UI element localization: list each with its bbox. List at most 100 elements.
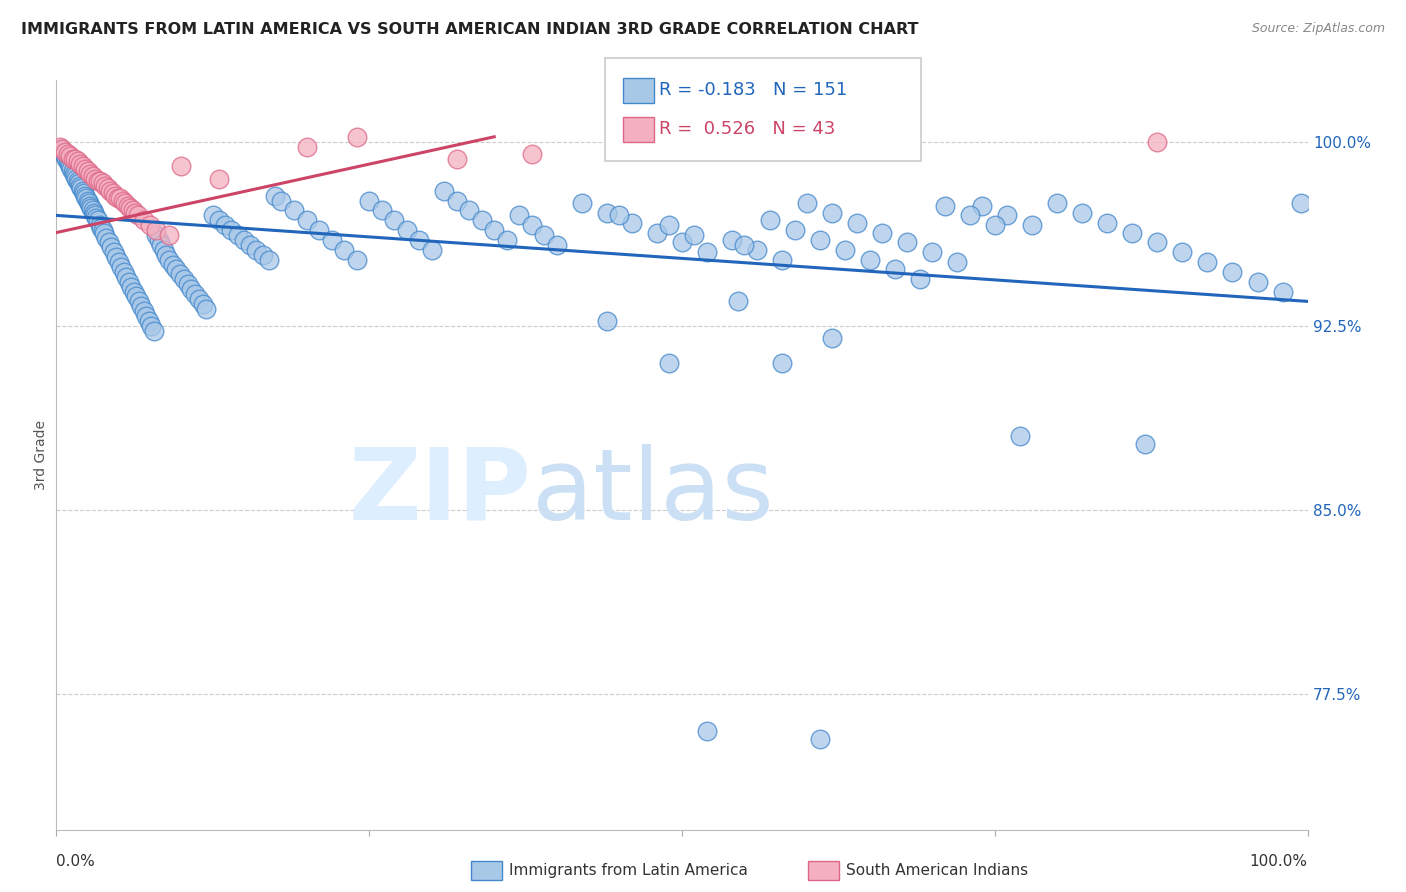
Point — [484, 223, 506, 237]
Point — [471, 213, 494, 227]
Point — [55, 152, 77, 166]
Point — [49, 139, 72, 153]
Point — [59, 159, 82, 173]
Point — [896, 235, 918, 250]
Point — [60, 161, 83, 176]
Point — [79, 198, 101, 212]
Point — [520, 218, 543, 232]
Point — [79, 167, 101, 181]
Point — [571, 196, 593, 211]
Point — [98, 184, 121, 198]
Text: Source: ZipAtlas.com: Source: ZipAtlas.com — [1251, 22, 1385, 36]
Point — [69, 157, 91, 171]
Point — [169, 268, 191, 282]
Point — [110, 260, 132, 274]
Point — [141, 318, 163, 333]
Point — [104, 188, 127, 202]
Point — [696, 724, 718, 739]
Point — [84, 208, 107, 222]
Point — [62, 164, 84, 178]
Point — [62, 167, 84, 181]
Point — [984, 218, 1007, 232]
Point — [76, 194, 98, 208]
Point — [84, 211, 107, 225]
Point — [162, 258, 184, 272]
Point — [96, 181, 118, 195]
Point — [51, 145, 73, 159]
Point — [56, 147, 79, 161]
Point — [283, 203, 305, 218]
Point — [201, 208, 224, 222]
Point — [1121, 226, 1143, 240]
Point — [108, 255, 131, 269]
Point — [115, 269, 138, 284]
Point — [97, 235, 120, 250]
Point — [883, 262, 905, 277]
Point — [138, 314, 160, 328]
Point — [382, 213, 405, 227]
Point — [76, 164, 98, 178]
Point — [66, 174, 89, 188]
Point — [86, 174, 108, 188]
Point — [73, 161, 96, 176]
Point — [433, 184, 456, 198]
Point — [257, 252, 280, 267]
Point — [165, 262, 187, 277]
Point — [112, 265, 135, 279]
Point — [508, 208, 530, 222]
Point — [1146, 235, 1168, 250]
Point — [131, 299, 153, 313]
Point — [770, 252, 793, 267]
Point — [66, 154, 89, 169]
Point — [70, 181, 93, 195]
Point — [187, 292, 209, 306]
Point — [63, 152, 86, 166]
Point — [114, 196, 136, 211]
Point — [1021, 218, 1043, 232]
Point — [796, 196, 818, 211]
Point — [1133, 437, 1156, 451]
Point — [609, 208, 631, 222]
Point — [170, 159, 193, 173]
Point — [946, 255, 969, 269]
Point — [124, 206, 146, 220]
Point — [100, 240, 122, 254]
Point — [111, 194, 134, 208]
Point — [408, 233, 430, 247]
Point — [122, 285, 145, 299]
Point — [370, 203, 392, 218]
Point — [252, 248, 274, 262]
Point — [75, 191, 97, 205]
Point — [721, 233, 744, 247]
Point — [56, 154, 79, 169]
Point — [1197, 255, 1219, 269]
Point — [1046, 196, 1069, 211]
Point — [908, 272, 931, 286]
Point — [142, 324, 165, 338]
Point — [94, 178, 117, 193]
Point — [1222, 265, 1244, 279]
Point — [118, 275, 141, 289]
Point — [959, 208, 981, 222]
Point — [69, 178, 91, 193]
Point — [93, 226, 115, 240]
Point — [180, 282, 202, 296]
Point — [125, 289, 148, 303]
Point — [73, 186, 96, 201]
Point — [89, 174, 111, 188]
Point — [333, 243, 356, 257]
Point — [295, 213, 318, 227]
Point — [821, 331, 844, 345]
Point — [51, 142, 73, 156]
Point — [270, 194, 292, 208]
Point — [520, 147, 543, 161]
Point — [758, 213, 780, 227]
Point — [176, 277, 198, 292]
Point — [696, 245, 718, 260]
Point — [321, 233, 343, 247]
Text: Immigrants from Latin America: Immigrants from Latin America — [509, 863, 748, 878]
Point — [62, 152, 84, 166]
Point — [546, 238, 568, 252]
Point — [86, 213, 108, 227]
Point — [139, 218, 162, 232]
